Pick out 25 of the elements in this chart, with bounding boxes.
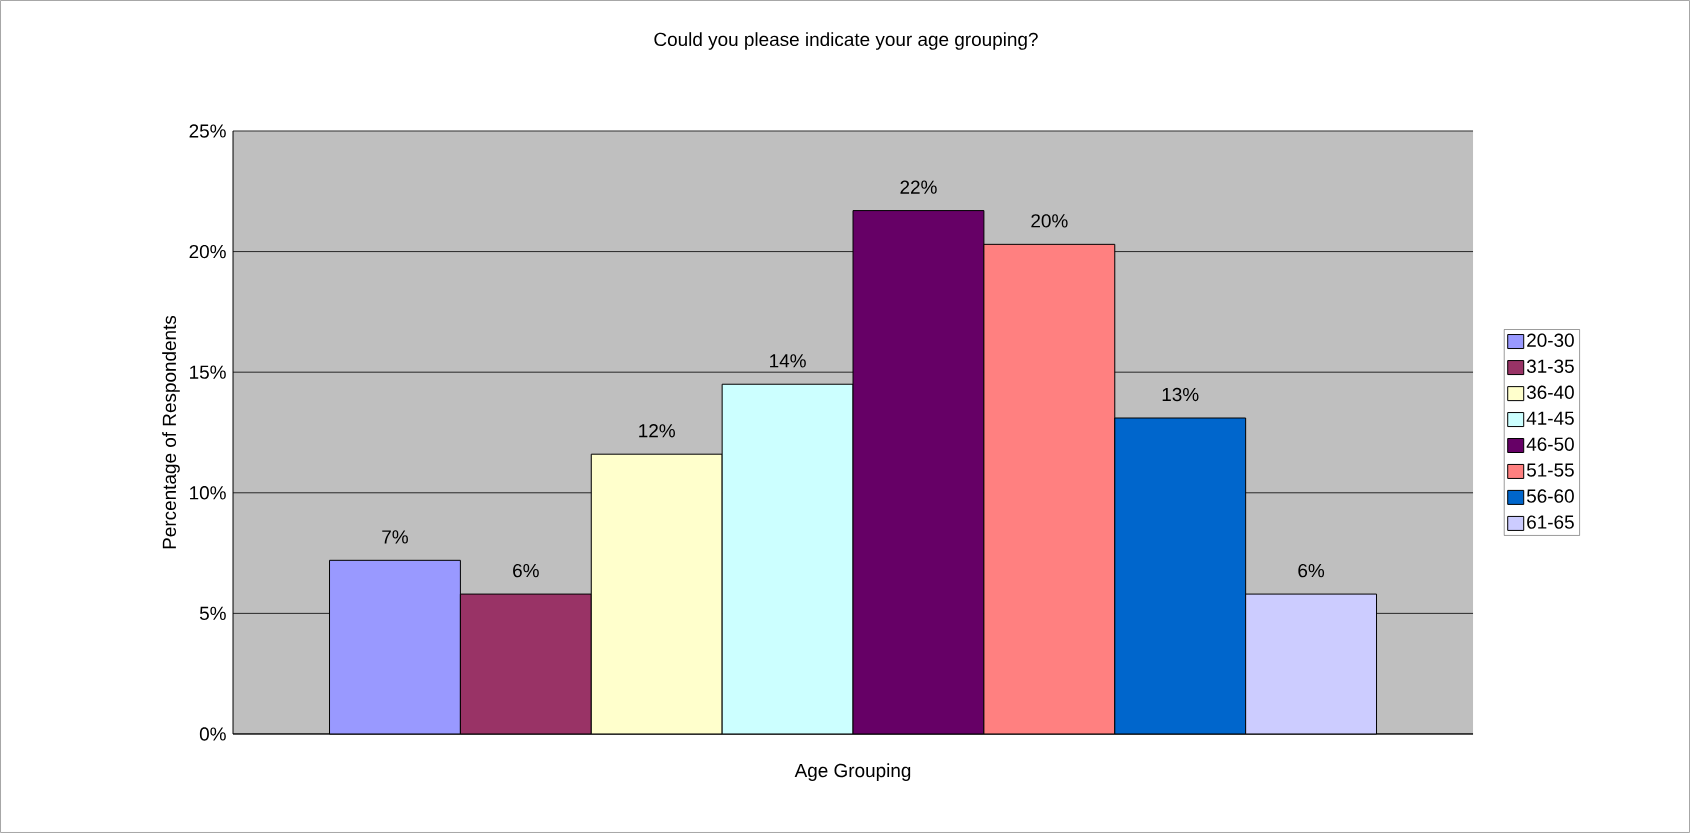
data-label: 6% xyxy=(513,563,539,578)
data-label: 13% xyxy=(1162,387,1199,402)
legend-label: 36-40 xyxy=(1526,385,1574,399)
y-axis-title: Percentage of Respondents xyxy=(162,315,180,549)
y-tick-label: 5% xyxy=(199,606,226,621)
legend-label: 41-45 xyxy=(1526,411,1574,425)
legend-label: 31-35 xyxy=(1526,359,1574,373)
legend-label: 51-55 xyxy=(1526,463,1574,477)
data-label: 12% xyxy=(639,424,675,438)
y-tick-label: 25% xyxy=(189,124,226,138)
data-label: 20% xyxy=(1031,214,1068,228)
data-label: 14% xyxy=(770,354,806,368)
data-label: 7% xyxy=(382,530,408,544)
legend-label: 56-60 xyxy=(1526,489,1574,503)
x-axis-title: Age Grouping xyxy=(794,763,911,781)
y-tick-label: 20% xyxy=(189,244,226,259)
chart-title: Could you please indicate your age grouping? xyxy=(654,32,1038,50)
y-tick-label: 10% xyxy=(190,486,226,500)
legend-label: 20-30 xyxy=(1527,333,1574,347)
data-label: 6% xyxy=(1298,563,1325,578)
y-tick-label: 0% xyxy=(199,727,226,741)
data-label: 22% xyxy=(900,180,937,194)
legend-label: 46-50 xyxy=(1526,437,1574,451)
y-tick-label: 15% xyxy=(190,365,226,379)
legend-label: 61-65 xyxy=(1527,515,1574,529)
